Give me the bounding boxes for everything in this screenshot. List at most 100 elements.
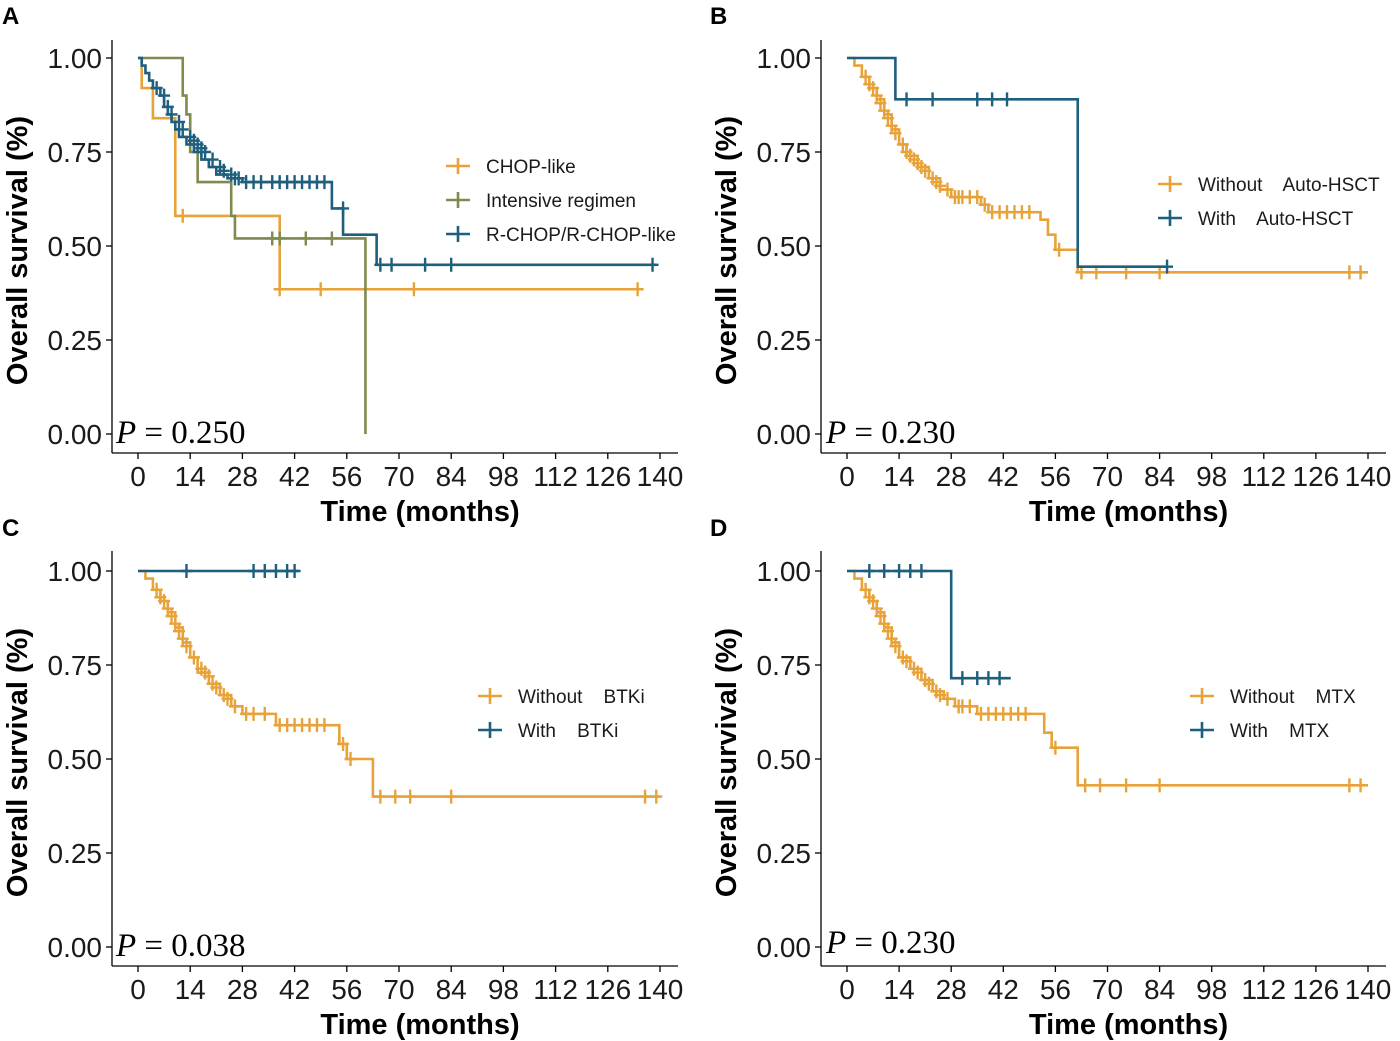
censor-mark [1079, 778, 1092, 793]
legend-label: Without BTKi [518, 687, 645, 708]
censor-mark [874, 609, 887, 624]
censor-mark [269, 564, 282, 578]
censor-mark [258, 706, 271, 721]
censor-mark [934, 178, 947, 193]
censor-mark [650, 789, 663, 804]
x-tick-label: 70 [1092, 461, 1123, 492]
y-axis-title: Overall survival (%) [2, 116, 34, 385]
censor-mark [867, 81, 880, 96]
legend-entry: Intensive regimen [446, 191, 636, 212]
censor-mark [385, 257, 398, 272]
censor-mark [885, 631, 898, 646]
x-tick-label: 14 [884, 974, 915, 1005]
x-tick-label: 28 [227, 974, 258, 1005]
censor-mark [169, 616, 182, 631]
legend-swatch [1158, 210, 1182, 226]
censor-mark [318, 718, 331, 733]
censor-mark [314, 282, 327, 297]
censor-mark [217, 163, 230, 178]
series-line [138, 56, 367, 434]
censor-mark [978, 197, 991, 212]
x-tick-label: 112 [533, 461, 578, 492]
panel-letter: D [710, 515, 727, 542]
censor-mark [971, 190, 984, 205]
x-tick-label: 112 [1241, 461, 1286, 492]
censor-mark [232, 171, 245, 186]
x-tick-label: 56 [1040, 461, 1071, 492]
y-tick-label: 0.50 [757, 744, 812, 775]
censor-mark [258, 564, 271, 578]
y-axis-title: Overall survival (%) [711, 628, 743, 897]
x-axis-title: Time (months) [1029, 1009, 1228, 1041]
x-tick-label: 126 [1293, 974, 1340, 1005]
legend-swatch [446, 192, 470, 208]
legend-label: Intensive regimen [486, 191, 636, 212]
x-tick-label: 42 [988, 974, 1019, 1005]
y-tick-label: 0.25 [757, 838, 812, 869]
censor-mark [934, 688, 947, 703]
censor-mark [176, 208, 189, 223]
x-tick-label: 126 [584, 974, 631, 1005]
censor-mark [941, 182, 954, 197]
x-tick-label: 56 [331, 974, 362, 1005]
p-value-label: P = 0.038 [115, 928, 246, 964]
y-axis-title: Overall survival (%) [2, 628, 34, 897]
censor-mark [1019, 706, 1032, 721]
x-tick-label: 56 [1040, 974, 1071, 1005]
censor-mark [445, 789, 458, 804]
censor-mark [1161, 259, 1174, 274]
censor-mark [158, 88, 171, 103]
p-value: = 0.038 [136, 928, 245, 964]
x-tick-label: 28 [227, 461, 258, 492]
censor-mark [881, 624, 894, 639]
legend-swatch [446, 226, 470, 242]
censor-mark [1343, 778, 1356, 793]
panel-b: B0.000.250.500.751.000 14 28 42 56 70 84 98 112 1… [710, 3, 1391, 528]
censor-mark [911, 665, 924, 680]
legend-entry: R-CHOP/R-CHOP-like [446, 225, 676, 246]
censor-mark [210, 680, 223, 695]
censor-mark [859, 69, 872, 84]
censor-mark [221, 691, 234, 706]
series-without-mtx [847, 569, 1368, 793]
panel-letter: A [2, 3, 19, 30]
censor-mark [885, 118, 898, 133]
censor-mark [971, 92, 984, 107]
x-tick-label: 28 [936, 974, 967, 1005]
x-tick-label: 98 [488, 974, 519, 1005]
y-tick-label: 0.75 [757, 650, 812, 681]
censor-mark [904, 564, 917, 578]
censor-mark [878, 616, 891, 631]
censor-mark [404, 789, 417, 804]
y-tick-label: 0.00 [48, 932, 103, 963]
x-tick-label: 0 [130, 461, 146, 492]
censor-mark [982, 671, 995, 686]
censor-mark [337, 201, 350, 216]
censor-mark [255, 175, 268, 190]
censor-mark [874, 96, 887, 111]
censor-mark [919, 163, 932, 178]
legend-swatch [1158, 176, 1182, 192]
x-tick-label: 84 [1144, 974, 1175, 1005]
censor-mark [941, 691, 954, 706]
censor-mark [1053, 242, 1066, 257]
censor-mark [445, 257, 458, 272]
legend-label: CHOP-like [486, 157, 576, 178]
series-line [847, 569, 1011, 680]
x-tick-label: 0 [839, 461, 855, 492]
censor-mark [900, 654, 913, 669]
censor-mark [374, 789, 387, 804]
series-without-auto-hsct [847, 56, 1368, 280]
x-tick-label: 42 [279, 461, 310, 492]
series-r-chop-r-chop-like [138, 56, 659, 272]
censor-mark [1354, 778, 1367, 793]
legend-entry: Without MTX [1190, 687, 1356, 708]
x-tick-label: 140 [637, 461, 684, 492]
x-tick-label: 0 [130, 974, 146, 1005]
censor-mark [158, 594, 171, 609]
censor-mark [337, 736, 350, 751]
censor-mark [1120, 778, 1133, 793]
legend-swatch [478, 722, 502, 738]
x-tick-label: 84 [436, 461, 467, 492]
censor-mark [878, 103, 891, 118]
